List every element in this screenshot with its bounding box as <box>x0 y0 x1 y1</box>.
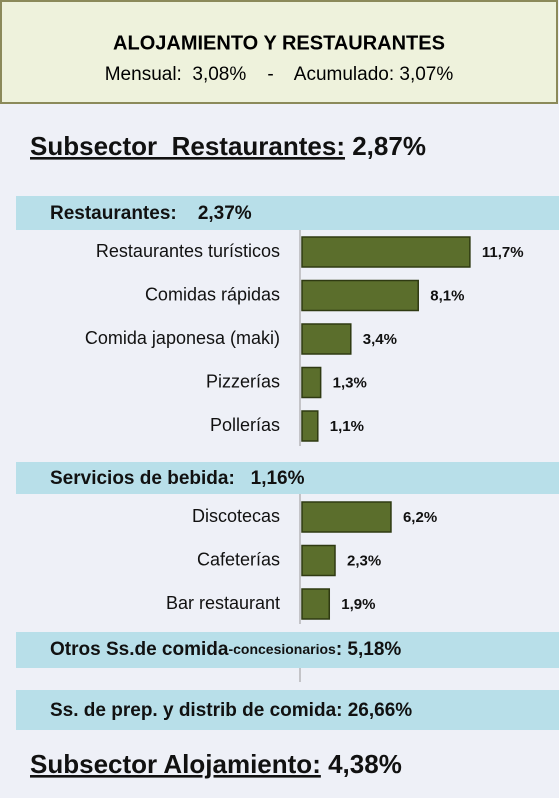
category-label: Cafeterías <box>197 549 280 569</box>
value-label: 8,1% <box>430 287 464 304</box>
band <box>16 632 559 668</box>
category-label: Bar restaurant <box>166 593 280 613</box>
group-title: Servicios de bebida: 1,16% <box>50 468 305 489</box>
otros-value: : 5,18% <box>336 639 402 660</box>
subsector-label: Subsector Restaurantes: <box>30 131 345 161</box>
bar <box>301 410 319 442</box>
bar <box>301 588 331 620</box>
value-label: 1,3% <box>333 374 367 391</box>
prep-title: Ss. de prep. y distrib de comida: 26,66% <box>50 700 412 721</box>
value-label: 2,3% <box>347 552 381 569</box>
bar <box>301 501 392 533</box>
bar <box>301 323 352 355</box>
category-label: Comida japonesa (maki) <box>85 328 280 348</box>
header-title: ALOJAMIENTO Y RESTAURANTES <box>113 32 445 54</box>
band <box>16 462 559 494</box>
category-label: Comidas rápidas <box>145 284 280 304</box>
category-label: Discotecas <box>192 506 280 526</box>
bar <box>301 366 322 399</box>
group-title: Restaurantes: 2,37% <box>50 203 252 224</box>
subsector-alojamiento: Subsector Alojamiento: 4,38% <box>30 749 402 779</box>
subsector-label: Subsector Alojamiento: <box>30 749 321 779</box>
header-subtitle: Mensual: 3,08% - Acumulado: 3,07% <box>105 64 454 85</box>
bar <box>301 544 336 577</box>
otros-title: Otros Ss.de comida-concesionarios: 5,18% <box>50 639 401 660</box>
value-label: 11,7% <box>482 244 524 261</box>
band <box>16 196 559 230</box>
value-label: 1,9% <box>341 596 375 613</box>
bar <box>301 236 471 268</box>
category-label: Pizzerías <box>206 371 280 391</box>
otros-small: -concesionarios <box>228 641 336 657</box>
subsector-restaurantes: Subsector Restaurantes: 2,87% <box>30 131 426 161</box>
category-label: Restaurantes turísticos <box>96 241 280 261</box>
subsector-value: 4,38% <box>328 749 402 779</box>
bar <box>301 279 419 312</box>
band <box>16 690 559 730</box>
value-label: 6,2% <box>403 509 437 526</box>
category-label: Pollerías <box>210 415 280 435</box>
value-label: 3,4% <box>363 331 397 348</box>
otros-main: Otros Ss.de comida <box>50 639 229 660</box>
subsector-value: 2,87% <box>352 131 426 161</box>
header-box <box>0 0 558 104</box>
value-label: 1,1% <box>330 418 364 435</box>
